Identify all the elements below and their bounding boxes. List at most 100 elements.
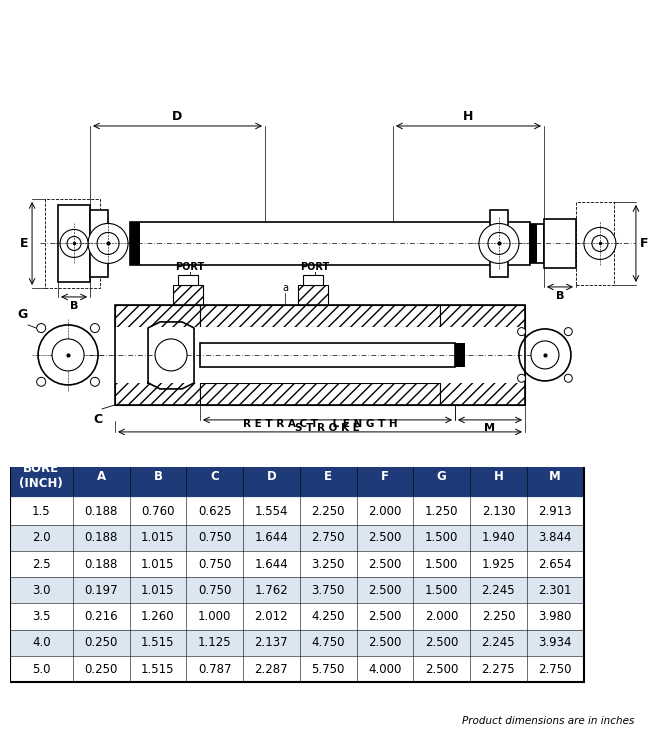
Bar xyxy=(357,525,413,551)
Bar xyxy=(440,327,525,383)
Text: R E T R A C T    L E N G T H: R E T R A C T L E N G T H xyxy=(242,419,397,429)
Bar xyxy=(130,222,140,265)
Text: A: A xyxy=(97,470,106,483)
Bar xyxy=(440,305,525,405)
Bar xyxy=(470,604,526,630)
Text: 0.787: 0.787 xyxy=(198,663,231,676)
Bar xyxy=(243,577,300,604)
Text: D: D xyxy=(266,470,276,483)
Bar xyxy=(526,454,584,499)
Text: 0.625: 0.625 xyxy=(198,505,231,518)
Bar xyxy=(10,577,73,604)
Bar xyxy=(526,525,584,551)
Text: Product dimensions are in inches: Product dimensions are in inches xyxy=(462,716,634,726)
Text: 1.925: 1.925 xyxy=(482,558,515,571)
Text: BORE
(INCH): BORE (INCH) xyxy=(20,462,63,491)
Bar xyxy=(200,383,440,405)
Text: B: B xyxy=(153,470,162,483)
Bar xyxy=(303,275,323,285)
Text: 2.130: 2.130 xyxy=(482,505,515,518)
Bar xyxy=(357,577,413,604)
Text: 1.515: 1.515 xyxy=(141,637,175,650)
Text: 5.750: 5.750 xyxy=(311,663,345,676)
Text: 1.644: 1.644 xyxy=(255,531,289,545)
Bar xyxy=(243,551,300,577)
Bar xyxy=(300,499,356,525)
Bar xyxy=(470,656,526,683)
Bar xyxy=(243,604,300,630)
Text: 1.500: 1.500 xyxy=(425,531,458,545)
Bar xyxy=(243,525,300,551)
Circle shape xyxy=(67,237,81,250)
Bar xyxy=(490,210,508,277)
Text: 2.287: 2.287 xyxy=(255,663,288,676)
Text: 4.000: 4.000 xyxy=(368,663,402,676)
Text: 2.245: 2.245 xyxy=(482,637,515,650)
Text: 3.5: 3.5 xyxy=(32,610,51,623)
Circle shape xyxy=(592,236,608,251)
Text: PORT: PORT xyxy=(300,262,330,272)
Text: F: F xyxy=(381,470,389,483)
Bar xyxy=(73,630,129,656)
Bar xyxy=(526,604,584,630)
Bar xyxy=(187,604,243,630)
Bar xyxy=(73,656,129,683)
Bar xyxy=(129,499,187,525)
Bar xyxy=(413,630,470,656)
Bar xyxy=(187,499,243,525)
Bar xyxy=(300,525,356,551)
Text: 1.554: 1.554 xyxy=(255,505,288,518)
Text: G: G xyxy=(17,308,27,321)
Bar xyxy=(243,499,300,525)
Text: 2.000: 2.000 xyxy=(425,610,458,623)
Text: 0.250: 0.250 xyxy=(84,663,118,676)
Circle shape xyxy=(90,377,99,386)
Bar xyxy=(357,499,413,525)
Text: F: F xyxy=(640,237,649,250)
Bar xyxy=(470,499,526,525)
Text: 5.0: 5.0 xyxy=(32,663,51,676)
Bar xyxy=(73,525,129,551)
Text: H: H xyxy=(463,110,473,123)
Bar xyxy=(300,630,356,656)
Bar xyxy=(115,327,200,383)
Text: 2.500: 2.500 xyxy=(425,637,458,650)
Text: 1.940: 1.940 xyxy=(482,531,515,545)
Bar xyxy=(526,499,584,525)
Bar xyxy=(129,577,187,604)
Bar xyxy=(470,525,526,551)
Bar xyxy=(413,577,470,604)
Bar xyxy=(470,630,526,656)
Bar xyxy=(300,656,356,683)
Text: 2.0: 2.0 xyxy=(32,531,51,545)
Text: 2.137: 2.137 xyxy=(255,637,288,650)
Text: 1.500: 1.500 xyxy=(425,584,458,597)
Circle shape xyxy=(88,223,128,264)
Text: 3.934: 3.934 xyxy=(538,637,572,650)
Bar xyxy=(526,577,584,604)
Text: 1.762: 1.762 xyxy=(255,584,289,597)
Bar xyxy=(129,454,187,499)
Bar xyxy=(413,525,470,551)
Bar xyxy=(357,656,413,683)
Bar xyxy=(90,210,108,277)
Text: 2.750: 2.750 xyxy=(538,663,572,676)
Bar xyxy=(130,222,530,265)
Bar xyxy=(10,630,73,656)
Bar xyxy=(455,343,465,367)
Text: 3.0: 3.0 xyxy=(32,584,51,597)
Text: M: M xyxy=(549,470,561,483)
Text: M: M xyxy=(484,423,495,433)
Bar xyxy=(357,551,413,577)
Bar xyxy=(413,499,470,525)
Text: 0.750: 0.750 xyxy=(198,584,231,597)
Bar xyxy=(300,577,356,604)
Bar xyxy=(58,205,90,282)
Circle shape xyxy=(36,377,46,386)
Text: 1.000: 1.000 xyxy=(198,610,231,623)
Text: 1.644: 1.644 xyxy=(255,558,289,571)
Bar xyxy=(530,224,544,263)
Text: 1.015: 1.015 xyxy=(141,558,175,571)
Text: 0.197: 0.197 xyxy=(84,584,118,597)
Bar xyxy=(187,577,243,604)
